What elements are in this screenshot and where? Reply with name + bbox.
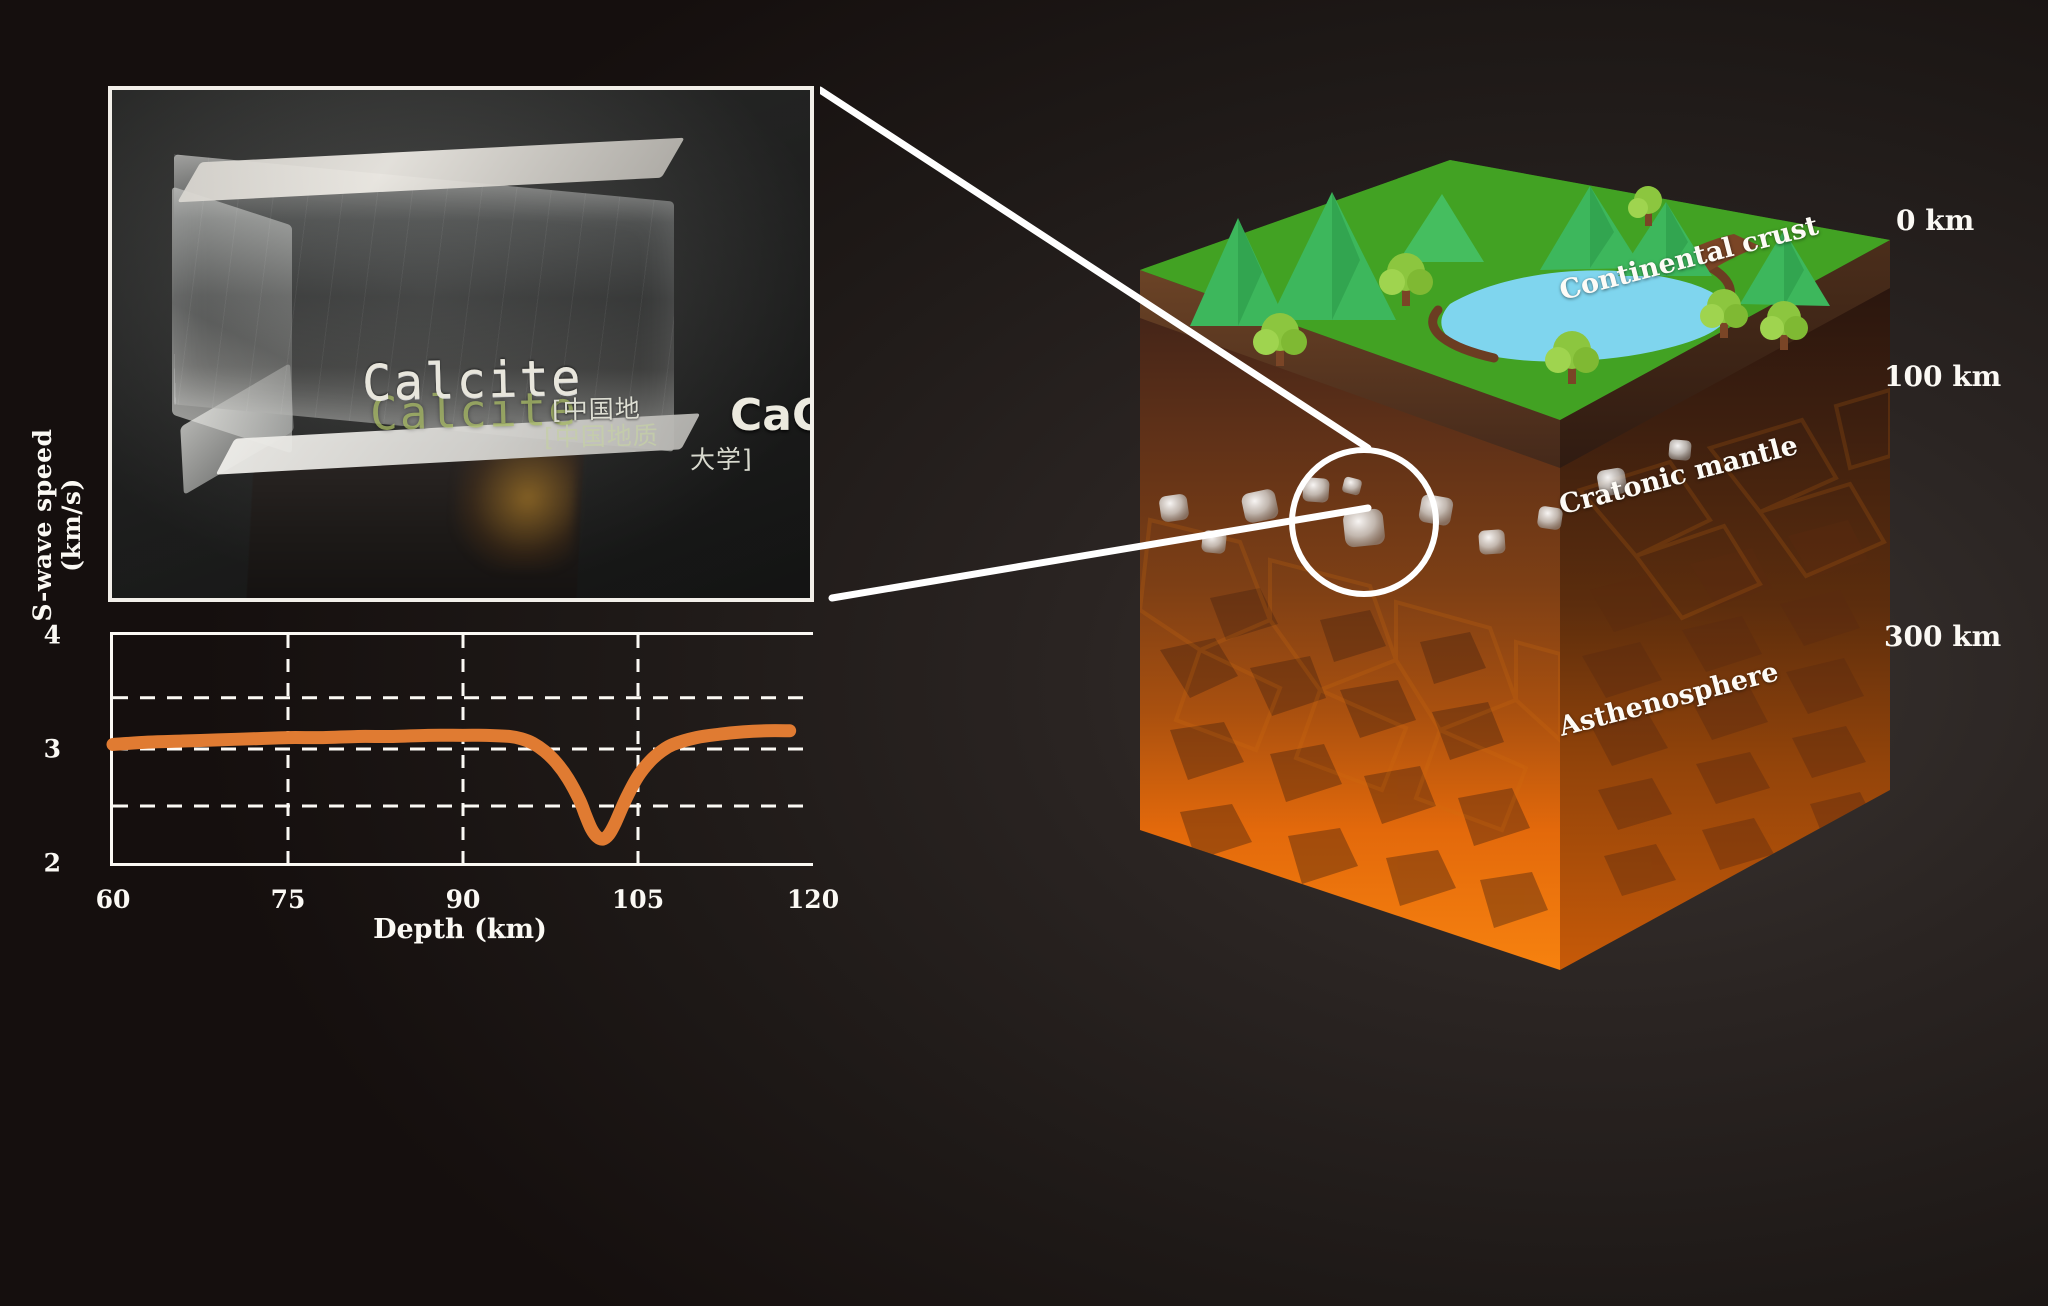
asthenosphere-texture-front xyxy=(1160,588,1548,970)
chart-x-tick: 60 xyxy=(95,885,131,914)
calcite-photo-panel: Calcite Calcite [中国地 [中国地质 大学] CaCO3 xyxy=(108,86,814,602)
chart-x-tick: 90 xyxy=(445,885,481,914)
chart-y-tick: 4 xyxy=(43,620,61,650)
formula-base: CaCO xyxy=(730,390,810,441)
tree-group xyxy=(1253,186,1808,384)
chart-x-tick: 120 xyxy=(786,885,840,914)
chart-svg xyxy=(113,635,813,863)
asthenosphere-texture-side xyxy=(1582,520,1878,896)
chemical-formula-label: CaCO3 xyxy=(730,390,810,447)
chart-y-tick: 3 xyxy=(43,734,61,764)
swave-speed-curve xyxy=(113,731,790,839)
cratonic-mantle-network-side xyxy=(1576,387,1890,621)
chart-y-tick: 2 xyxy=(43,848,61,878)
depth-label-0km: 0 km xyxy=(1896,204,1975,237)
institution-label-line-2: [中国地质 xyxy=(543,421,660,452)
chart-plot-frame: 2 3 4 60 75 90 105 120 xyxy=(44,621,840,915)
depth-label-300km: 300 km xyxy=(1884,620,2002,653)
depth-label-100km: 100 km xyxy=(1884,360,2002,393)
lake-water xyxy=(1441,270,1729,362)
chart-x-tick: 105 xyxy=(611,885,665,914)
calcite-label-main: Calcite xyxy=(361,349,584,412)
chart-gridlines-y xyxy=(113,696,813,808)
swave-speed-chart: S-wave speed (km/s) 2 3 4 60 75 90 105 120 Dep… xyxy=(28,428,840,945)
chart-y-axis-title: S-wave speed (km/s) xyxy=(28,428,86,622)
chart-x-axis-title: Depth (km) xyxy=(373,914,547,945)
chart-x-tick: 75 xyxy=(270,885,306,914)
